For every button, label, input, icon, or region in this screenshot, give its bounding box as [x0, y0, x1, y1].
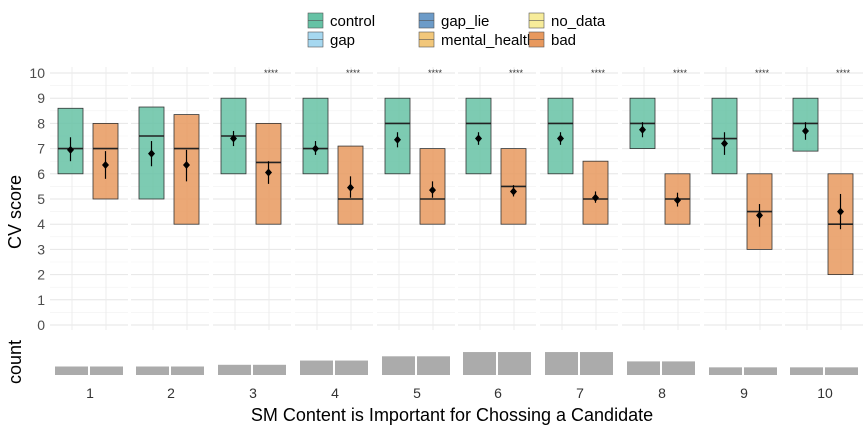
mean-point-control — [312, 144, 319, 153]
count-bar — [171, 366, 204, 375]
x-axis: 1 2 3 4 5 6 7 8 9 10 — [86, 385, 833, 401]
mean-point-bad — [347, 183, 354, 192]
mean-point-control — [475, 134, 482, 143]
count-bar — [90, 366, 123, 375]
x-tick-label: 6 — [494, 385, 502, 401]
y-tick-label: 1 — [37, 292, 45, 308]
legend-label-gap_lie: gap_lie — [441, 13, 489, 30]
y-tick-label: 8 — [37, 115, 45, 131]
significance-label: **** — [673, 68, 688, 78]
x-axis-title: SM Content is Important for Chossing a C… — [251, 405, 653, 425]
marks: **** **** **** **** **** **** **** **** — [57, 68, 854, 276]
count-axis-title: count — [5, 340, 25, 384]
mean-point-control — [557, 134, 564, 143]
count-bar — [825, 367, 858, 375]
x-tick-label: 3 — [249, 385, 257, 401]
grid — [50, 67, 863, 330]
y-axis: 0 1 2 3 4 5 6 7 8 9 10 — [29, 65, 45, 333]
y-axis-title: CV score — [5, 175, 25, 249]
legend-label-no_data: no_data — [551, 13, 606, 30]
mean-point-control — [639, 125, 646, 134]
legend-label-bad: bad — [551, 32, 576, 49]
significance-label: **** — [264, 68, 279, 78]
count-bar — [662, 361, 695, 375]
count-bar — [218, 364, 251, 375]
count-bar — [463, 352, 496, 375]
legend-label-gap: gap — [330, 32, 355, 49]
significance-label: **** — [509, 68, 524, 78]
y-tick-label: 10 — [29, 65, 45, 81]
count-bar — [382, 356, 415, 375]
significance-label: **** — [836, 68, 851, 78]
mean-point-bad — [674, 196, 681, 205]
y-tick-label: 9 — [37, 90, 45, 106]
x-tick-label: 10 — [817, 385, 833, 401]
mean-point-bad — [756, 211, 763, 220]
mean-point-control — [394, 135, 401, 144]
x-tick-label: 7 — [576, 385, 584, 401]
mean-point-bad — [183, 160, 190, 169]
count-bar — [55, 366, 88, 375]
count-bar — [417, 356, 450, 375]
legend-label-mental_health: mental_health — [441, 32, 535, 49]
y-tick-label: 3 — [37, 241, 45, 257]
x-tick-label: 5 — [413, 385, 421, 401]
significance-label: **** — [428, 68, 443, 78]
x-tick-label: 4 — [331, 385, 339, 401]
mean-point-control — [67, 145, 74, 154]
count-bar — [580, 352, 613, 375]
count-bar — [300, 360, 333, 375]
x-tick-label: 2 — [167, 385, 175, 401]
significance-label: **** — [755, 68, 770, 78]
y-tick-label: 7 — [37, 141, 45, 157]
count-bar — [709, 367, 742, 375]
mean-point-control — [148, 149, 155, 158]
count-bar — [744, 367, 777, 375]
legend-label-control: control — [330, 13, 375, 30]
mean-point-bad — [429, 186, 436, 195]
x-tick-label: 9 — [740, 385, 748, 401]
count-bar — [790, 367, 823, 375]
x-tick-label: 1 — [86, 385, 94, 401]
y-tick-label: 6 — [37, 166, 45, 182]
mean-point-bad — [837, 207, 844, 216]
mean-point-control — [230, 134, 237, 143]
box-control — [302, 97, 329, 175]
count-bar — [545, 352, 578, 375]
mean-point-bad — [592, 193, 599, 202]
count-bar — [253, 364, 286, 375]
mean-point-bad — [510, 187, 517, 196]
count-bar — [136, 366, 169, 375]
mean-point-bad — [102, 160, 109, 169]
y-tick-label: 5 — [37, 191, 45, 207]
count-bar — [335, 360, 368, 375]
count-bar — [498, 352, 531, 375]
count-panel — [55, 352, 858, 375]
mean-point-bad — [265, 168, 272, 177]
y-tick-label: 2 — [37, 267, 45, 283]
y-tick-label: 4 — [37, 216, 45, 232]
x-tick-label: 8 — [658, 385, 666, 401]
count-bar — [627, 361, 660, 375]
mean-point-control — [721, 139, 728, 148]
significance-label: **** — [346, 68, 361, 78]
y-tick-label: 0 — [37, 317, 45, 333]
mean-point-control — [802, 126, 809, 135]
significance-label: **** — [591, 68, 606, 78]
